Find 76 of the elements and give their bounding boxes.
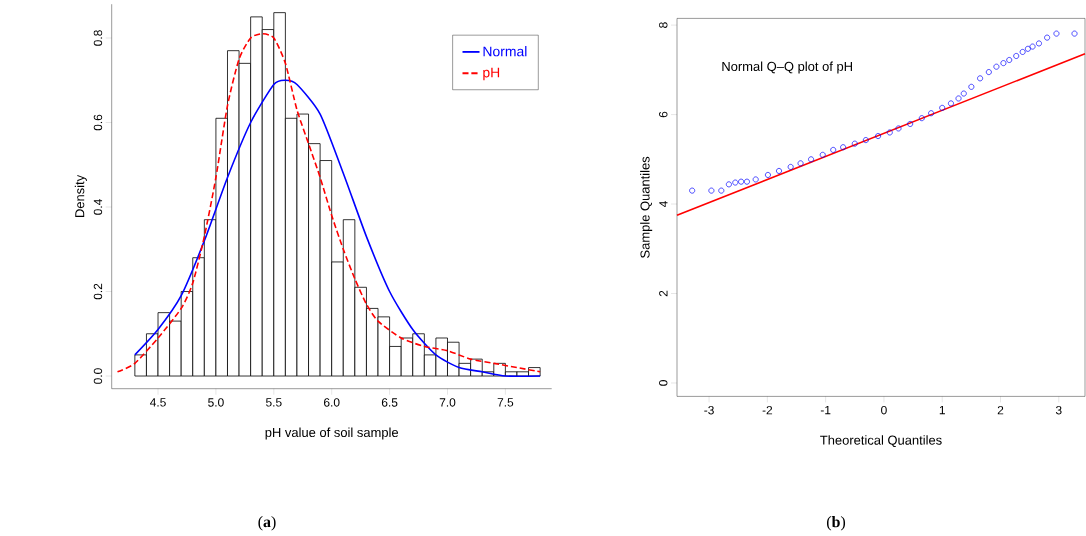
y-tick-label: 8: [659, 22, 668, 28]
x-tick-label: 5.5: [265, 398, 282, 407]
point: [752, 176, 759, 183]
y-tick-label: 0: [659, 380, 668, 386]
y-tick-label: 4: [659, 201, 668, 208]
point: [732, 179, 739, 186]
y-tick-label: 0.6: [93, 114, 103, 131]
line-series: [134, 79, 541, 378]
point: [840, 144, 847, 151]
legend-label: Normal: [483, 46, 527, 57]
y-tick-label: 6: [659, 111, 668, 118]
x-tick-label: -3: [704, 405, 714, 415]
x-axis-title: pH value of soil sample: [265, 427, 399, 440]
point: [955, 95, 962, 102]
point: [939, 104, 946, 111]
x-tick-label: -2: [762, 405, 773, 415]
point: [1044, 34, 1051, 41]
x-axis-title: Theoretical Quantiles: [820, 435, 942, 448]
point: [1053, 30, 1060, 37]
point: [689, 187, 696, 194]
text: (b): [826, 516, 846, 531]
point: [886, 129, 893, 136]
point: [738, 178, 745, 185]
x-tick-label: 6.0: [324, 398, 340, 407]
x-tick-label: -1: [820, 405, 831, 415]
y-tick-label: 2: [659, 290, 668, 297]
point: [1019, 49, 1026, 55]
y-tick-label: 0.8: [93, 30, 103, 46]
point: [985, 69, 992, 76]
point: [928, 110, 935, 117]
point: [948, 100, 954, 107]
point: [862, 137, 869, 144]
point: [725, 181, 732, 188]
point: [830, 146, 837, 153]
x-tick-label: 1: [939, 405, 945, 415]
point: [744, 178, 750, 185]
point: [787, 163, 794, 170]
point: [960, 90, 967, 97]
x-tick-label: 2: [997, 405, 1004, 415]
point: [808, 156, 815, 163]
point: [797, 160, 804, 167]
y-tick-label: 0.0: [93, 368, 103, 384]
point: [993, 63, 1000, 70]
point: [851, 140, 858, 147]
point: [1024, 45, 1031, 52]
text: (a): [258, 516, 276, 531]
point: [1071, 30, 1078, 37]
point: [819, 151, 826, 158]
point: [907, 121, 914, 127]
point: [718, 187, 725, 194]
x-tick-label: 0: [881, 405, 887, 415]
point: [977, 75, 984, 82]
point: [1000, 60, 1007, 67]
y-axis-title: Sample Quantiles: [640, 156, 653, 258]
point: [764, 172, 771, 178]
x-tick-label: 5.0: [208, 398, 224, 407]
point: [1036, 40, 1042, 47]
point: [1006, 57, 1013, 63]
x-tick-label: 7.0: [439, 398, 456, 407]
x-tick-label: 6.5: [381, 398, 398, 407]
point: [875, 133, 882, 139]
point: [1013, 53, 1020, 59]
point: [895, 125, 902, 132]
y-axis-title: Density: [74, 174, 87, 217]
point: [968, 83, 975, 90]
point: [776, 167, 782, 174]
point: [918, 115, 925, 122]
x-tick-label: 7.5: [497, 398, 514, 407]
legend-label: pH: [483, 67, 500, 81]
point: [708, 187, 715, 194]
x-tick-label: 4.5: [149, 398, 166, 407]
y-tick-label: 0.4: [93, 199, 103, 215]
y-tick-label: 0.2: [93, 283, 103, 300]
point: [1029, 43, 1036, 50]
x-tick-label: 3: [1055, 405, 1062, 415]
annotation: Normal Q–Q plot of pH: [722, 61, 852, 74]
